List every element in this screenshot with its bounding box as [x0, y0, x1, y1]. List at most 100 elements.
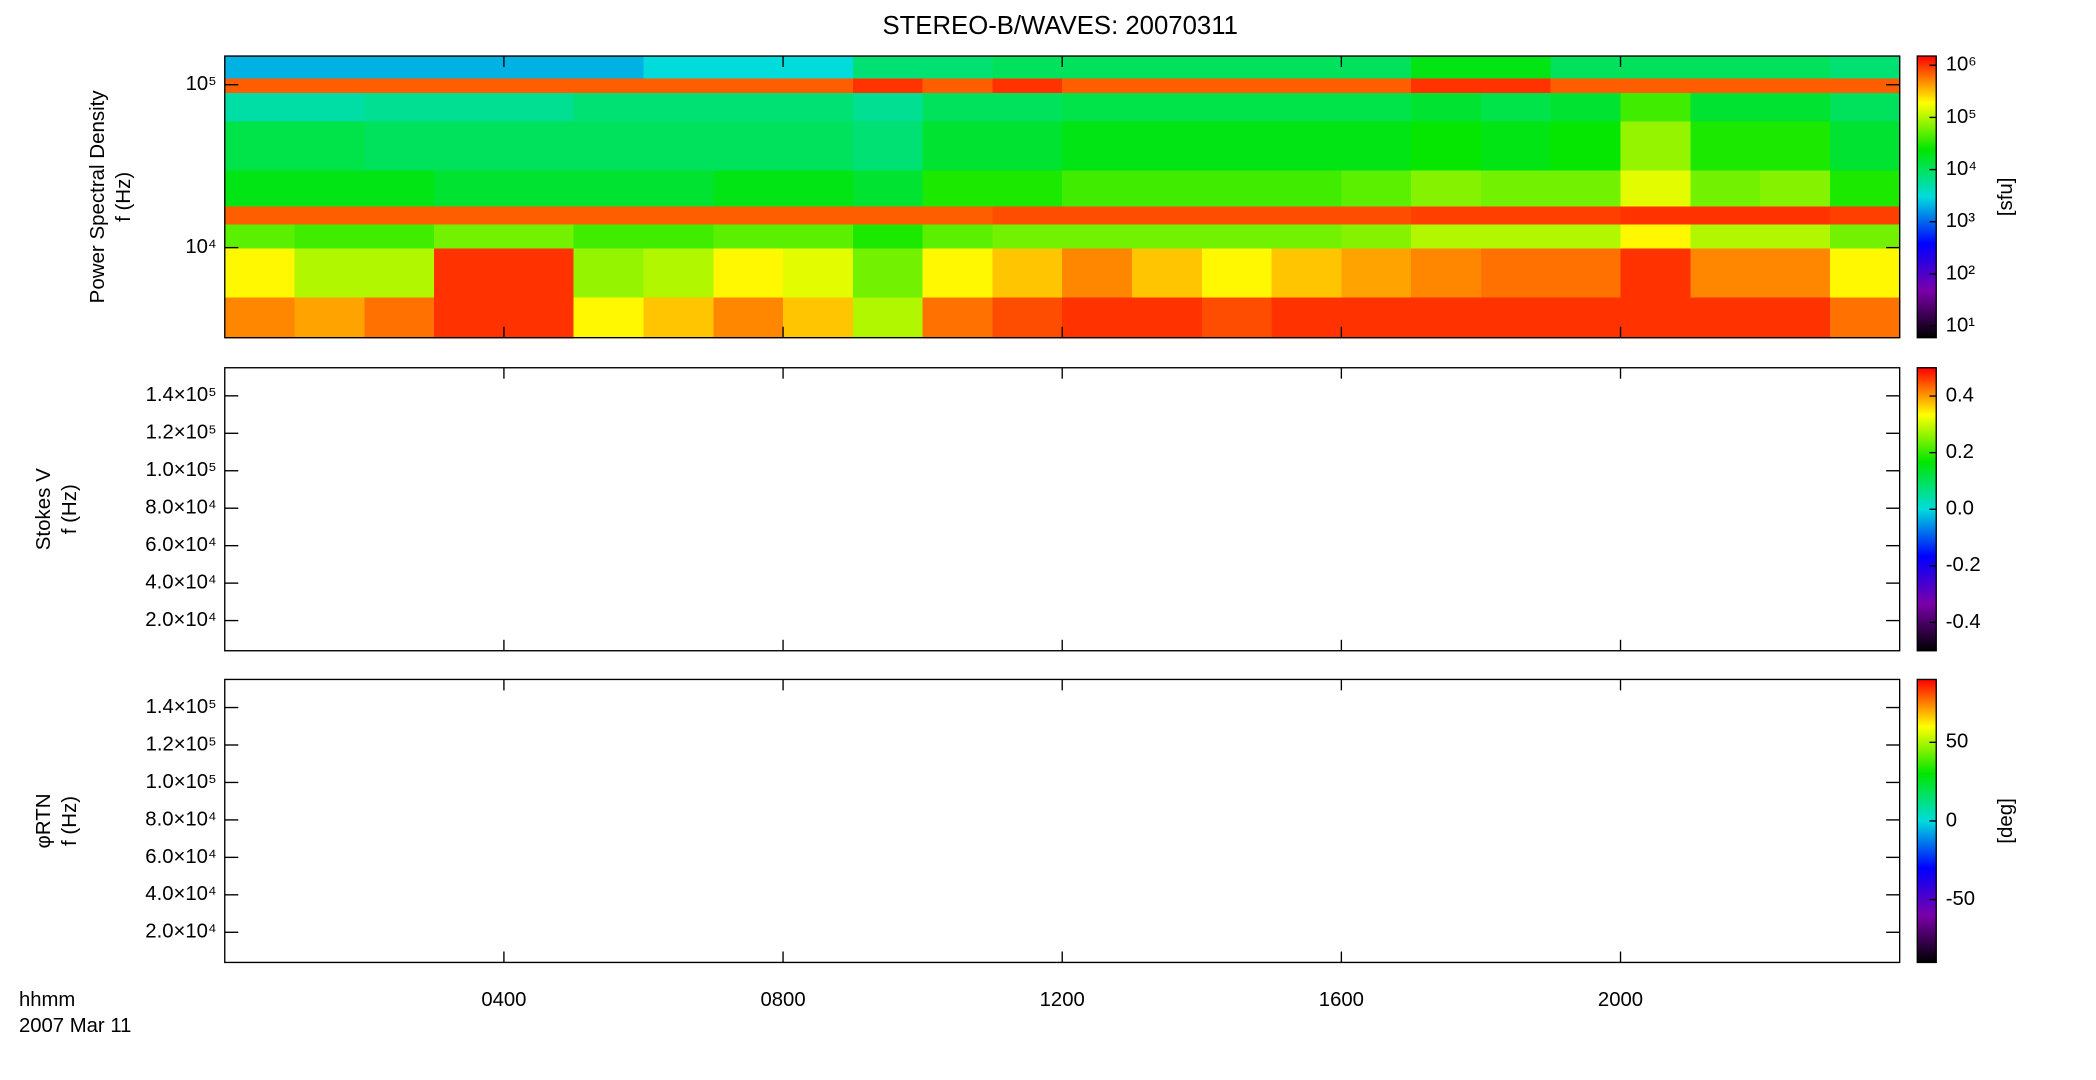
heatmap-cell — [503, 206, 575, 225]
heatmap-cell — [434, 223, 505, 249]
heatmap-cell — [1760, 206, 1831, 225]
heatmap-cell — [783, 223, 854, 249]
heatmap-cell — [1690, 77, 1761, 93]
heatmap-cell — [1829, 120, 1901, 171]
heatmap-cell — [922, 247, 994, 298]
heatmap-cell — [573, 77, 645, 93]
heatmap-cell — [1620, 223, 1691, 249]
heatmap-cell — [1341, 206, 1412, 225]
heatmap-cell — [1829, 169, 1901, 207]
heatmap-cell — [1132, 296, 1203, 339]
heatmap-cell — [294, 206, 366, 225]
heatmap-cell — [1062, 77, 1133, 93]
y-tick-label: 1.0×10⁵ — [146, 771, 217, 793]
heatmap-cell — [1271, 296, 1343, 339]
heatmap-cell — [224, 56, 296, 79]
heatmap-cell — [783, 296, 854, 339]
heatmap-cell — [713, 77, 784, 93]
heatmap-cell — [364, 77, 435, 93]
colorbar-tick-label: -50 — [1946, 888, 1975, 910]
heatmap-cell — [503, 56, 575, 79]
heatmap-cell — [1271, 223, 1343, 249]
heatmap-cell — [224, 169, 296, 207]
heatmap-cell — [503, 77, 575, 93]
heatmap-cell — [1062, 120, 1133, 171]
heatmap-cell — [1201, 206, 1273, 225]
heatmap-cell — [573, 223, 645, 249]
y-axis-label: f (Hz) — [59, 796, 81, 846]
heatmap-cell — [294, 296, 366, 339]
heatmap-cell — [1760, 247, 1831, 298]
heatmap-cell — [1341, 77, 1412, 93]
heatmap-cell — [922, 296, 994, 339]
heatmap-cell — [224, 223, 296, 249]
heatmap-cell — [1550, 169, 1622, 207]
heatmap-cell — [1271, 120, 1343, 171]
heatmap-cell — [364, 92, 435, 122]
heatmap-cell — [1411, 92, 1482, 122]
heatmap-cell — [1620, 296, 1691, 339]
heatmap-cell — [852, 56, 924, 79]
heatmap-cell — [852, 206, 924, 225]
heatmap-cell — [1201, 92, 1273, 122]
heatmap-cell — [1132, 223, 1203, 249]
heatmap-cell — [1760, 223, 1831, 249]
colorbar-tick-label: 0 — [1946, 809, 1957, 831]
heatmap-cell — [573, 206, 645, 225]
heatmap-cell — [1132, 77, 1203, 93]
heatmap-cell — [643, 247, 714, 298]
heatmap-cell — [852, 296, 924, 339]
heatmap-cell — [992, 206, 1063, 225]
y-tick-label: 6.0×10⁴ — [145, 846, 216, 868]
heatmap-cell — [1690, 247, 1761, 298]
heatmap-cell — [364, 296, 435, 339]
heatmap-cell — [294, 92, 366, 122]
heatmap-cell — [1829, 56, 1901, 79]
heatmap-cell — [852, 247, 924, 298]
y-axis-label: f (Hz) — [113, 172, 135, 222]
heatmap-cell — [1411, 247, 1482, 298]
chart-title: STEREO-B/WAVES: 20070311 — [882, 12, 1237, 40]
heatmap-cell — [852, 223, 924, 249]
heatmap-cell — [503, 223, 575, 249]
heatmap-cell — [1480, 296, 1552, 339]
heatmap-cell — [1341, 296, 1412, 339]
heatmap-cell — [224, 77, 296, 93]
y-tick-label: 1.2×10⁵ — [146, 733, 217, 755]
heatmap-cell — [713, 120, 784, 171]
heatmap-cell — [434, 56, 505, 79]
heatmap-cell — [294, 169, 366, 207]
heatmap-cell — [1829, 92, 1901, 122]
heatmap-cell — [643, 56, 714, 79]
heatmap-cell — [783, 77, 854, 93]
heatmap-cell — [713, 206, 784, 225]
heatmap-cell — [1480, 56, 1552, 79]
heatmap-cell — [1411, 77, 1482, 93]
heatmap-cell — [643, 223, 714, 249]
heatmap-cell — [643, 92, 714, 122]
heatmap-cell — [503, 92, 575, 122]
heatmap-cell — [1341, 223, 1412, 249]
heatmap-cell — [783, 247, 854, 298]
heatmap-cell — [573, 56, 645, 79]
colorbar-label: [deg] — [1995, 798, 2017, 844]
heatmap-cell — [1271, 247, 1343, 298]
heatmap-cell — [1550, 206, 1622, 225]
colorbar-tick-label: 0.0 — [1946, 498, 1974, 520]
heatmap-cell — [1411, 206, 1482, 225]
heatmap-cell — [1760, 77, 1831, 93]
heatmap-cell — [713, 296, 784, 339]
heatmap-cell — [1620, 92, 1691, 122]
heatmap-cell — [1760, 296, 1831, 339]
heatmap-cell — [713, 223, 784, 249]
heatmap-cell — [1480, 247, 1552, 298]
heatmap-cell — [1620, 56, 1691, 79]
heatmap-cell — [364, 247, 435, 298]
heatmap-cell — [294, 120, 366, 171]
x-tick-label: 1200 — [1040, 989, 1085, 1011]
heatmap-cell — [224, 120, 296, 171]
heatmap-cell — [1271, 56, 1343, 79]
heatmap-cell — [503, 247, 575, 298]
y-axis-label: Stokes V — [33, 468, 55, 550]
